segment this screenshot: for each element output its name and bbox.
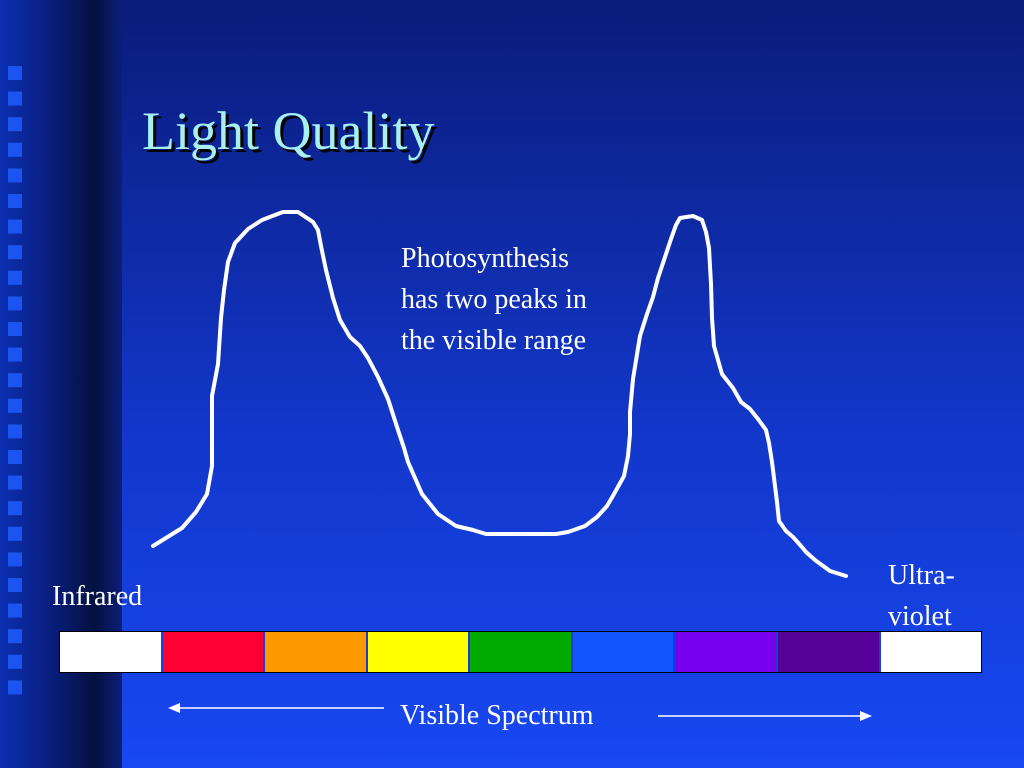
decorative-square: [8, 322, 22, 336]
decorative-square: [8, 91, 22, 106]
left-arrow-icon: [168, 703, 384, 713]
spectrum-swatch: [470, 632, 573, 672]
decorative-square: [8, 552, 22, 567]
decorative-square: [8, 475, 22, 490]
decorative-square: [8, 450, 22, 464]
decorative-square: [8, 296, 22, 311]
decorative-square: [8, 603, 22, 618]
spectrum-swatch: [572, 632, 676, 672]
annotation-text: Photosynthesis has two peaks in the visi…: [401, 243, 587, 356]
decorative-square: [8, 245, 22, 260]
decorative-square: [8, 398, 22, 413]
decorative-square: [8, 270, 22, 285]
visible-spectrum-label: Visible Spectrum: [400, 700, 594, 731]
spectrum-swatch: [367, 632, 471, 672]
spectrum-swatch: [162, 632, 266, 672]
decorative-square: [8, 117, 22, 132]
decorative-square: [8, 526, 22, 541]
spectrum-swatch: [265, 632, 368, 672]
spectrum-swatch: [880, 632, 982, 672]
decorative-square: [8, 654, 22, 669]
decorative-square: [8, 194, 22, 208]
decorative-square: [8, 680, 22, 695]
right-arrow-icon: [658, 711, 872, 721]
ultraviolet-label: Ultra- violet: [888, 560, 955, 632]
spectrum-swatch: [777, 632, 881, 672]
decorative-square: [8, 424, 22, 439]
spectrum-bar: [59, 631, 982, 673]
decorative-square-pattern: [8, 66, 22, 695]
decorative-square: [8, 142, 22, 157]
action-spectrum-line: [151, 210, 848, 578]
decorative-square: [8, 501, 22, 516]
decorative-square: [8, 168, 22, 183]
slide-title: Light Quality: [142, 101, 435, 161]
decorative-square: [8, 629, 22, 644]
infrared-label: Infrared: [52, 581, 143, 612]
decorative-square: [8, 347, 22, 362]
decorative-square: [8, 66, 22, 80]
spectrum-swatch: [675, 632, 778, 672]
spectrum-swatch: [60, 632, 163, 672]
decorative-square: [8, 219, 22, 234]
decorative-square: [8, 578, 22, 592]
decorative-square: [8, 373, 22, 388]
